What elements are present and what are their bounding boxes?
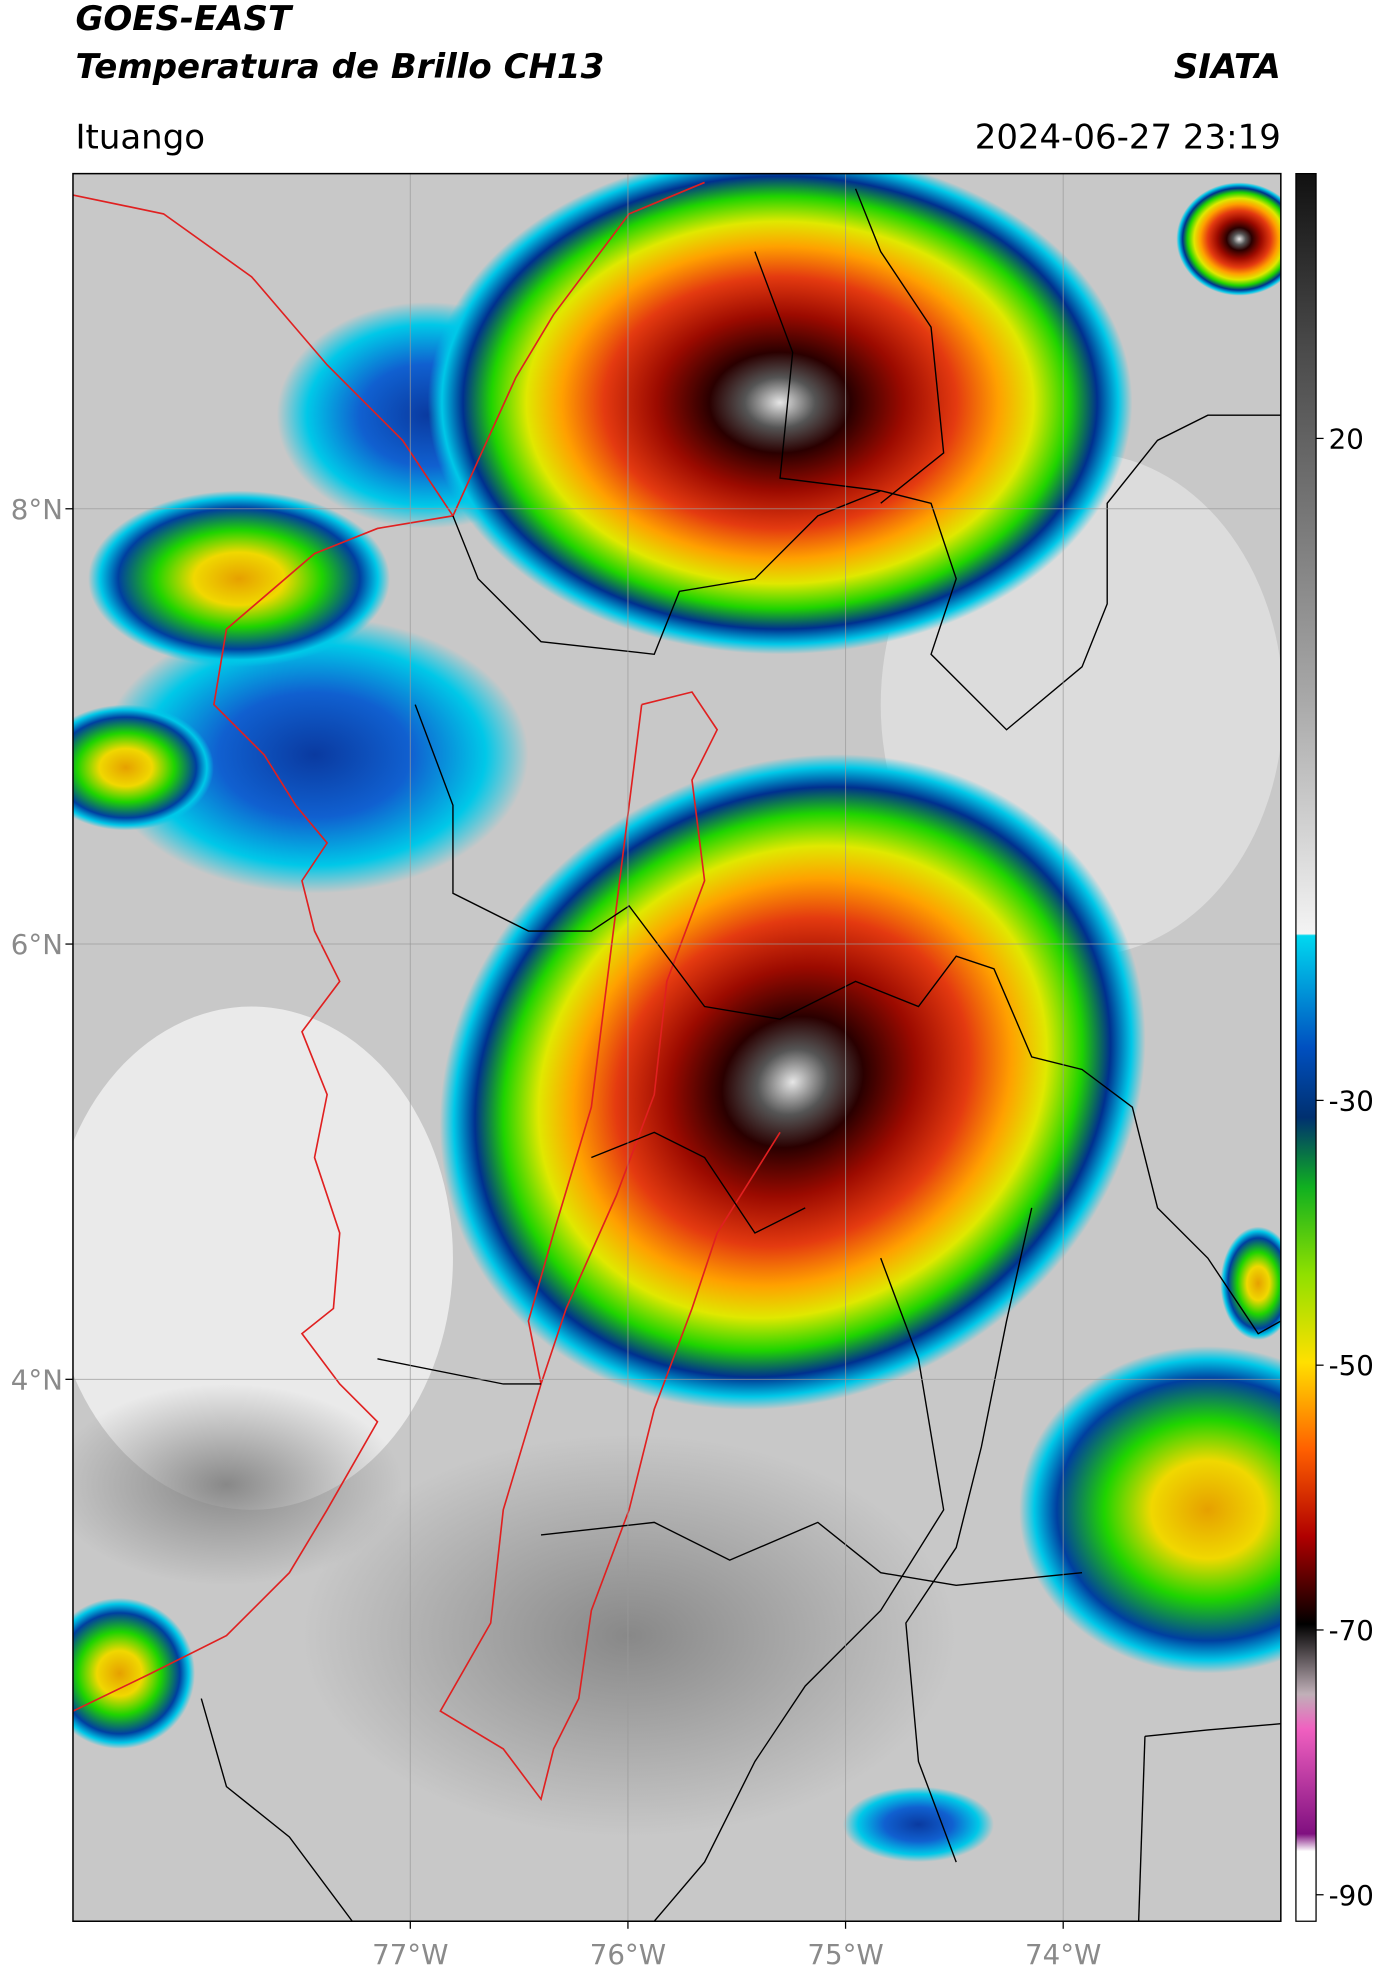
cloud-cold — [100, 616, 529, 894]
colorbar-tick-label: -30 — [1329, 1084, 1374, 1117]
cloud-texture — [301, 1434, 957, 1837]
colorbar-tick-label: -50 — [1329, 1349, 1374, 1382]
y-tick-label: 6°N — [11, 928, 63, 961]
satellite-title: GOES-EAST — [75, 0, 293, 39]
location-label: Ituango — [75, 117, 205, 157]
cloud-texture — [72, 1384, 403, 1586]
cloud-cold — [842, 1786, 994, 1863]
cloud-cold — [72, 1597, 195, 1749]
cloud-texture — [72, 1006, 453, 1510]
colorbar-tick-label: -90 — [1329, 1879, 1374, 1912]
storm-north — [427, 173, 1133, 655]
boundaries-black — [200, 188, 1281, 1922]
storm-northeast — [1176, 182, 1281, 296]
map-image — [72, 173, 1281, 1922]
cloud-cold — [88, 490, 391, 667]
x-tick-label: 74°W — [1025, 1938, 1101, 1971]
grid — [72, 173, 1281, 1922]
y-tick-label: 8°N — [11, 493, 63, 526]
storm-southeast — [1019, 1346, 1281, 1674]
boundaries-red — [72, 181, 781, 1802]
colorbar-tick-label: 20 — [1329, 422, 1364, 455]
storm-central — [439, 754, 1146, 1410]
x-tick-label: 77°W — [372, 1938, 448, 1971]
map-frame — [72, 172, 1282, 1922]
cloud-cold — [1220, 1226, 1281, 1340]
product-title: Temperatura de Brillo CH13 — [75, 47, 604, 87]
colorbar-tick-label: -70 — [1329, 1614, 1374, 1647]
datetime-label: 2024-06-27 23:19 — [975, 117, 1281, 157]
colorbar — [1295, 172, 1317, 1922]
y-tick-label: 4°N — [11, 1363, 63, 1396]
cloud-cold — [72, 704, 214, 831]
x-tick-label: 76°W — [590, 1938, 666, 1971]
x-tick-label: 75°W — [807, 1938, 883, 1971]
org-label: SIATA — [1174, 47, 1281, 87]
